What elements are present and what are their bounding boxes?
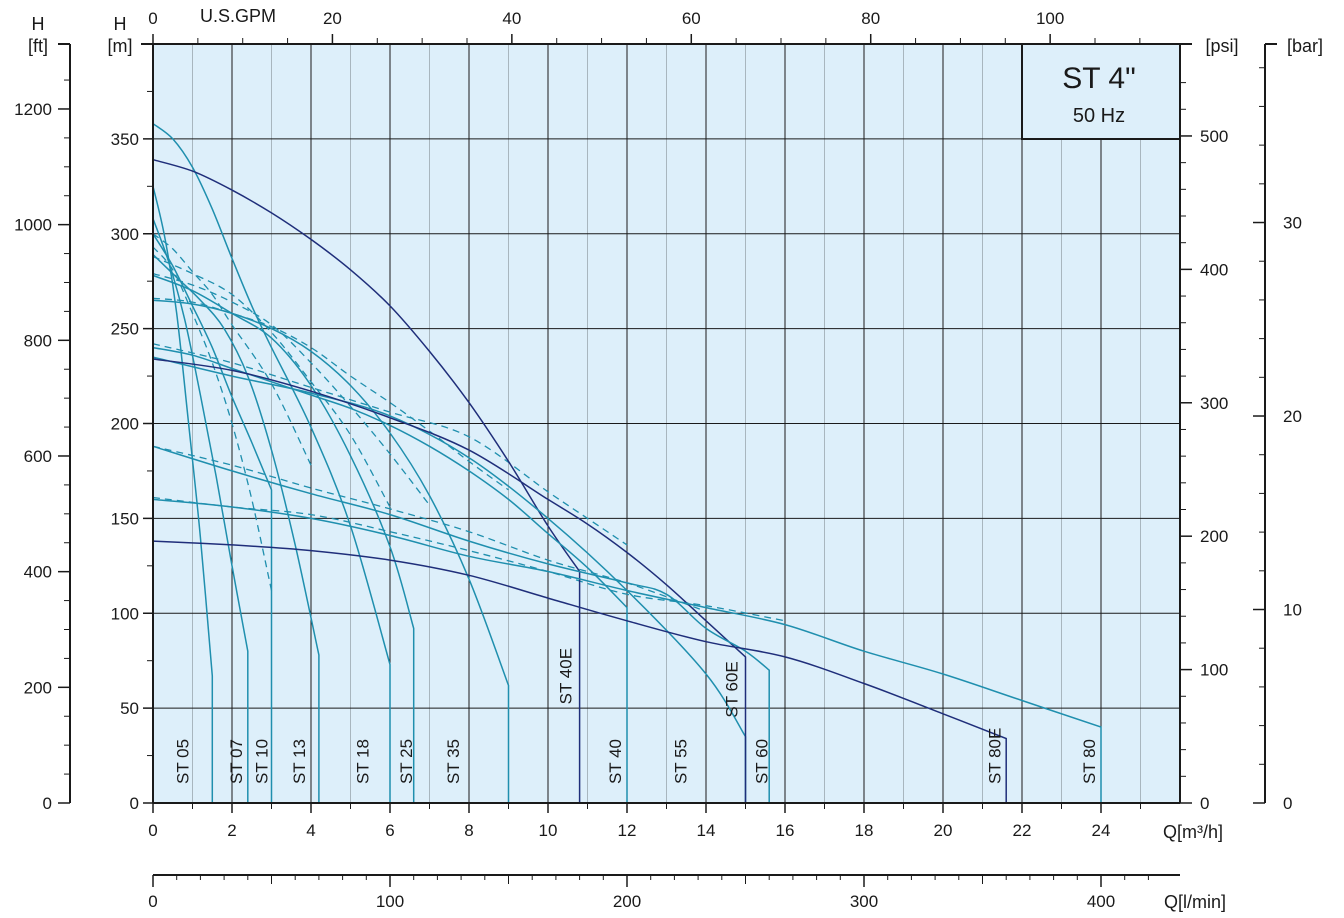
psi-tick-label: 500 [1200, 127, 1228, 146]
y-tick-label: 150 [111, 509, 139, 528]
x-tick-label: 10 [539, 821, 558, 840]
lmin-tick-label: 0 [148, 892, 157, 911]
curve-label-st-13: ST 13 [290, 739, 309, 784]
chart-title: ST 4" [1062, 62, 1135, 95]
ft-tick-label: 400 [24, 563, 52, 582]
gpm-tick-label: 60 [682, 9, 701, 28]
curve-st-40e [152, 158, 581, 803]
chart-subtitle: 50 Hz [1073, 105, 1125, 127]
curve-st-13 [152, 254, 320, 803]
curve-label-st-80: ST 80 [1080, 739, 1099, 784]
curve-label-st-55: ST 55 [671, 739, 690, 784]
curve-st-80 [152, 498, 1102, 803]
curve-st-10 [152, 233, 273, 803]
efficiency-dashed-curve [152, 246, 273, 591]
x-tick-label: 22 [1013, 821, 1032, 840]
ft-axis-label-unit: [ft] [28, 36, 48, 56]
gpm-tick-label: 0 [148, 9, 157, 28]
psi-tick-label: 400 [1200, 260, 1228, 279]
ft-tick-label: 0 [43, 794, 52, 813]
curve-st-05 [152, 186, 214, 803]
curve-label-st-80e: ST 80E [985, 728, 1004, 784]
curve-label-st-35: ST 35 [444, 739, 463, 784]
title-box-frame [1021, 43, 1181, 140]
curve-st-40 [152, 346, 628, 803]
x-axis-label: Q[m³/h] [1163, 822, 1223, 842]
ft-tick-label: 600 [24, 447, 52, 466]
curve-label-st-60: ST 60 [752, 739, 771, 784]
ft-axis-label-top: H [32, 14, 45, 34]
curve-st-55 [152, 356, 747, 803]
gpm-tick-label: 100 [1036, 9, 1064, 28]
curve-label-st-18: ST 18 [353, 739, 372, 784]
ft-tick-label: 200 [24, 678, 52, 697]
y-tick-label: 0 [130, 794, 139, 813]
bar-tick-label: 20 [1283, 407, 1302, 426]
x-tick-label: 20 [934, 821, 953, 840]
y-tick-label: 300 [111, 225, 139, 244]
psi-axis-label: [psi] [1205, 36, 1238, 56]
efficiency-dashed-curve [152, 233, 312, 466]
x-tick-label: 6 [385, 821, 394, 840]
psi-tick-label: 100 [1200, 661, 1228, 680]
x-tick-label: 4 [306, 821, 315, 840]
efficiency-dashed-curve [152, 343, 628, 546]
curve-label-st-40: ST 40 [606, 739, 625, 784]
curve-st-25 [152, 274, 415, 803]
x-tick-label: 2 [227, 821, 236, 840]
x-tick-label: 14 [697, 821, 716, 840]
bar-tick-label: 10 [1283, 601, 1302, 620]
y-axis-label-unit: [m] [108, 36, 133, 56]
gpm-axis-label: U.S.GPM [200, 6, 276, 26]
curve-st-07 [152, 218, 249, 803]
lmin-axis-label: Q[l/min] [1164, 892, 1226, 912]
curve-st-60e [152, 358, 747, 803]
ft-tick-label: 1000 [14, 216, 52, 235]
curve-label-st-05: ST 05 [174, 739, 193, 784]
y-tick-label: 350 [111, 130, 139, 149]
x-tick-label: 12 [618, 821, 637, 840]
pump-curves [152, 123, 1102, 803]
psi-tick-label: 300 [1200, 394, 1228, 413]
lmin-tick-label: 200 [613, 892, 641, 911]
lmin-tick-label: 400 [1087, 892, 1115, 911]
lmin-tick-label: 100 [376, 892, 404, 911]
bar-axis-label: [bar] [1287, 36, 1323, 56]
curve-st-60 [152, 445, 770, 803]
curve-label-st-60e: ST 60E [723, 661, 742, 717]
bar-tick-label: 30 [1283, 214, 1302, 233]
curve-st-80e [152, 540, 1007, 803]
curve-label-st-07: ST 07 [227, 739, 246, 784]
x-tick-label: 18 [855, 821, 874, 840]
psi-tick-label: 0 [1200, 794, 1209, 813]
gpm-tick-label: 20 [323, 9, 342, 28]
x-tick-label: 8 [464, 821, 473, 840]
y-tick-label: 50 [120, 699, 139, 718]
y-tick-label: 100 [111, 604, 139, 623]
curve-label-st-10: ST 10 [253, 739, 272, 784]
curve-label-st-25: ST 25 [397, 739, 416, 784]
curve-labels: ST 05 ST 07 ST 10 ST 13 ST 18 ST 25 ST 35 ST 40… [174, 648, 1100, 784]
x-tick-label: 24 [1092, 821, 1111, 840]
ft-tick-label: 800 [24, 331, 52, 350]
gpm-tick-label: 80 [861, 9, 880, 28]
efficiency-dashed-curve [152, 272, 431, 506]
y-tick-label: 250 [111, 320, 139, 339]
x-tick-label: 0 [148, 821, 157, 840]
title-box: ST 4" 50 Hz [1021, 43, 1181, 140]
y-tick-label: 200 [111, 415, 139, 434]
lmin-tick-label: 300 [850, 892, 878, 911]
x-tick-label: 16 [776, 821, 795, 840]
gpm-tick-label: 40 [502, 9, 521, 28]
y-axis-label-top: H [114, 14, 127, 34]
curve-label-st-40e: ST 40E [557, 648, 576, 704]
ft-tick-label: 1200 [14, 100, 52, 119]
curve-st-35 [152, 299, 510, 803]
bar-tick-label: 0 [1283, 794, 1292, 813]
psi-tick-label: 200 [1200, 527, 1228, 546]
efficiency-dashed-curve [152, 255, 391, 508]
